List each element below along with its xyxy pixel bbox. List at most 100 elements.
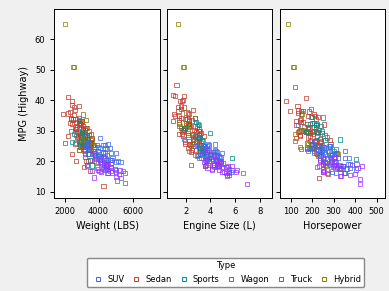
Point (336, 167, 342, 172)
Point (116, 168, 123, 173)
Point (352, 157, 359, 161)
Point (90, 142, 96, 147)
Point (305, 129, 312, 134)
Point (201, 160, 207, 164)
Point (170, 93, 177, 98)
Point (178, 104, 184, 108)
Point (94, 143, 100, 148)
Point (204, 157, 210, 162)
Point (61, 22, 68, 26)
Point (305, 109, 312, 114)
Point (65, 133, 72, 138)
Point (196, 142, 202, 147)
Point (334, 151, 340, 155)
Point (122, 181, 128, 185)
Point (332, 159, 338, 164)
Point (215, 159, 221, 164)
Point (196, 152, 203, 157)
Point (311, 145, 317, 149)
Point (84, 141, 90, 146)
Point (96, 160, 103, 164)
Point (306, 146, 312, 151)
Point (311, 128, 317, 133)
Point (79, 119, 86, 123)
Point (182, 126, 188, 131)
Point (181, 136, 187, 141)
Point (98, 170, 104, 174)
Point (190, 137, 196, 142)
Point (327, 154, 333, 159)
Point (118, 175, 124, 180)
Point (204, 165, 210, 170)
Point (338, 167, 344, 171)
Point (307, 122, 313, 127)
Point (202, 144, 208, 149)
Point (309, 146, 315, 150)
Point (297, 133, 303, 138)
Point (319, 129, 326, 134)
Point (88, 157, 94, 162)
Point (65, 95, 71, 99)
X-axis label: Engine Size (L): Engine Size (L) (183, 221, 256, 231)
Point (298, 111, 304, 116)
Point (181, 105, 187, 110)
Point (314, 145, 320, 150)
Point (172, 94, 179, 98)
Point (327, 144, 333, 149)
Point (176, 122, 182, 126)
Point (314, 152, 320, 157)
Point (345, 156, 352, 160)
Point (357, 182, 363, 186)
Point (207, 152, 213, 157)
Point (320, 115, 326, 120)
Point (198, 146, 205, 150)
Point (92, 153, 98, 157)
Point (194, 124, 200, 129)
Point (104, 171, 110, 175)
Point (317, 157, 323, 162)
Point (196, 132, 202, 137)
Point (74, 125, 80, 129)
Point (182, 117, 188, 122)
Point (200, 148, 207, 152)
Point (298, 146, 304, 151)
Point (180, 94, 187, 98)
Point (211, 153, 217, 158)
Point (313, 138, 319, 143)
Point (192, 116, 198, 121)
Point (190, 108, 196, 112)
Point (316, 144, 322, 148)
Point (197, 135, 203, 140)
Point (212, 148, 218, 153)
Point (328, 142, 334, 147)
Point (75, 134, 81, 139)
Point (352, 171, 358, 176)
Point (81, 165, 88, 169)
Point (328, 155, 334, 160)
Point (342, 148, 348, 153)
Point (100, 150, 107, 155)
Point (214, 164, 220, 169)
Point (304, 146, 310, 151)
Point (321, 145, 328, 150)
Point (216, 162, 222, 167)
Point (331, 161, 337, 166)
Point (188, 143, 194, 148)
Point (226, 167, 232, 171)
Point (211, 165, 217, 169)
Point (219, 150, 225, 155)
Point (342, 156, 348, 160)
Point (171, 111, 177, 116)
Point (324, 135, 330, 140)
Point (90, 142, 96, 147)
Point (334, 165, 340, 169)
Point (177, 99, 183, 104)
Point (219, 165, 225, 169)
Point (114, 178, 120, 183)
Point (321, 133, 328, 138)
Point (229, 164, 235, 168)
Point (314, 122, 320, 127)
Point (321, 160, 328, 164)
Point (209, 166, 215, 171)
Point (194, 143, 200, 147)
